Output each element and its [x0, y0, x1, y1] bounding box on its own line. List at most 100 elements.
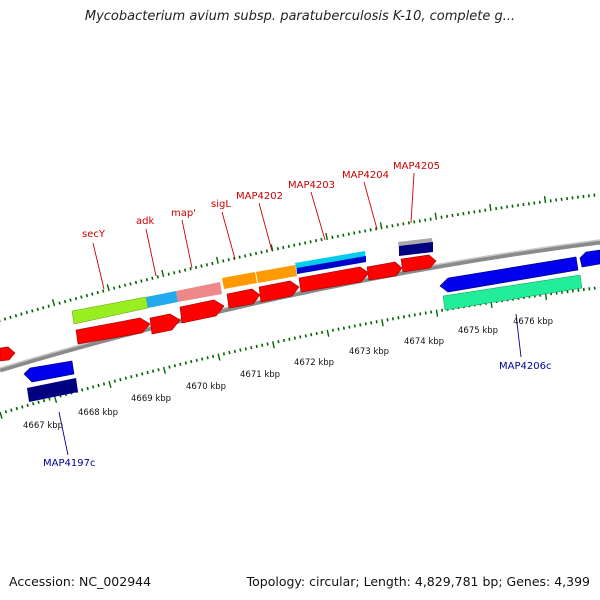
major-tick — [217, 353, 221, 361]
minor-tick — [375, 320, 378, 324]
minor-tick — [189, 267, 192, 271]
gene-left-edge-arrow[interactable] — [0, 346, 16, 362]
gene-label[interactable]: MAP4197c — [43, 458, 95, 469]
major-tick — [325, 232, 328, 241]
gene-adk-arrow[interactable] — [149, 313, 181, 335]
minor-tick — [37, 400, 40, 404]
minor-tick — [81, 388, 84, 392]
minor-tick — [205, 263, 209, 267]
minor-tick — [141, 372, 144, 376]
minor-tick — [353, 231, 356, 235]
gene-MAP4203-arrow[interactable] — [298, 266, 370, 293]
minor-tick — [342, 326, 345, 330]
gene-MAP4202-band[interactable] — [256, 265, 297, 283]
label-leaders — [92, 172, 415, 290]
gene-MAP4197c-band[interactable] — [27, 378, 78, 402]
minor-tick — [151, 369, 155, 373]
minor-tick — [167, 272, 170, 276]
minor-tick — [282, 338, 286, 343]
minor-tick — [178, 269, 181, 274]
minor-tick — [391, 317, 395, 321]
minor-tick — [309, 240, 312, 244]
gene-sigL-arrow[interactable] — [226, 288, 261, 309]
gene-label[interactable]: map' — [171, 208, 196, 219]
minor-tick — [211, 261, 214, 266]
minor-tick — [484, 208, 487, 212]
gene-label[interactable]: MAP4203 — [288, 180, 335, 191]
minor-tick — [20, 312, 23, 316]
minor-tick — [261, 343, 264, 347]
minor-tick — [413, 313, 416, 317]
major-tick — [51, 299, 56, 307]
gene-right-edge-arrow[interactable] — [579, 249, 600, 268]
minor-tick — [86, 386, 89, 391]
minor-tick — [96, 290, 99, 295]
gene-MAP4202-arrow[interactable] — [258, 280, 300, 303]
gene-MAP4197c-arrow[interactable] — [23, 360, 75, 383]
scale-label: 4676 kbp — [513, 317, 553, 327]
minor-tick — [91, 292, 94, 296]
gene-label[interactable]: MAP4205 — [393, 161, 440, 172]
minor-tick — [451, 213, 454, 218]
minor-tick — [342, 233, 345, 237]
gene-label[interactable]: sigL — [211, 199, 231, 210]
gene-labels-top: secY adk map' sigL MAP4202 MAP4203 MAP42… — [82, 161, 440, 240]
inner-tick-ring — [0, 286, 596, 419]
minor-tick — [359, 323, 362, 327]
gene-adk-band[interactable] — [146, 291, 178, 308]
minor-tick — [424, 311, 427, 315]
minor-tick — [424, 218, 427, 222]
minor-tick — [353, 324, 356, 328]
minor-tick — [3, 317, 7, 321]
minor-tick — [118, 285, 121, 289]
gene-MAP4204-arrow[interactable] — [366, 261, 403, 281]
minor-tick — [249, 253, 252, 257]
minor-tick — [80, 295, 83, 299]
gene-label[interactable]: secY — [82, 229, 106, 240]
minor-tick — [321, 330, 324, 335]
minor-tick — [21, 405, 24, 409]
scale-label: 4674 kbp — [404, 337, 444, 347]
gene-map-arrow[interactable] — [179, 299, 225, 324]
gene-MAP4205-arrow[interactable] — [400, 254, 437, 273]
minor-tick — [183, 268, 187, 272]
gene-MAP4206c-arrow[interactable] — [439, 256, 579, 293]
major-tick — [434, 212, 438, 220]
minor-tick — [260, 250, 263, 254]
minor-tick — [168, 365, 171, 369]
minor-tick — [385, 225, 389, 229]
minor-tick — [85, 293, 89, 298]
minor-tick — [48, 397, 51, 401]
gene-sigL-band[interactable] — [222, 272, 257, 289]
gene-label[interactable]: MAP4202 — [236, 191, 283, 202]
gene-label[interactable]: MAP4204 — [342, 170, 389, 181]
minor-tick — [347, 232, 350, 236]
minor-tick — [358, 230, 361, 234]
minor-tick — [298, 242, 301, 246]
minor-tick — [222, 259, 225, 263]
minor-tick — [26, 403, 29, 408]
minor-tick — [304, 334, 307, 338]
gene-label[interactable]: MAP4206c — [499, 361, 551, 372]
accession-text: Accession: NC_002944 — [9, 574, 152, 589]
scale-label: 4667 kbp — [23, 421, 63, 431]
major-tick — [108, 380, 112, 388]
gene-MAP4206c-band[interactable] — [442, 274, 583, 311]
minor-tick — [418, 219, 421, 223]
gene-secY-arrow[interactable] — [75, 317, 151, 345]
minor-tick — [255, 344, 258, 349]
minor-tick — [265, 249, 269, 253]
major-tick — [435, 309, 439, 317]
reverse-genes — [23, 249, 600, 402]
minor-tick — [113, 379, 117, 383]
major-tick — [0, 411, 3, 419]
minor-tick — [467, 211, 470, 215]
minor-tick — [157, 368, 160, 372]
minor-tick — [386, 318, 389, 322]
minor-tick — [288, 337, 291, 341]
minor-tick — [397, 316, 400, 320]
gene-map-band[interactable] — [176, 282, 222, 302]
gene-label[interactable]: adk — [136, 216, 154, 227]
minor-tick — [195, 358, 198, 362]
